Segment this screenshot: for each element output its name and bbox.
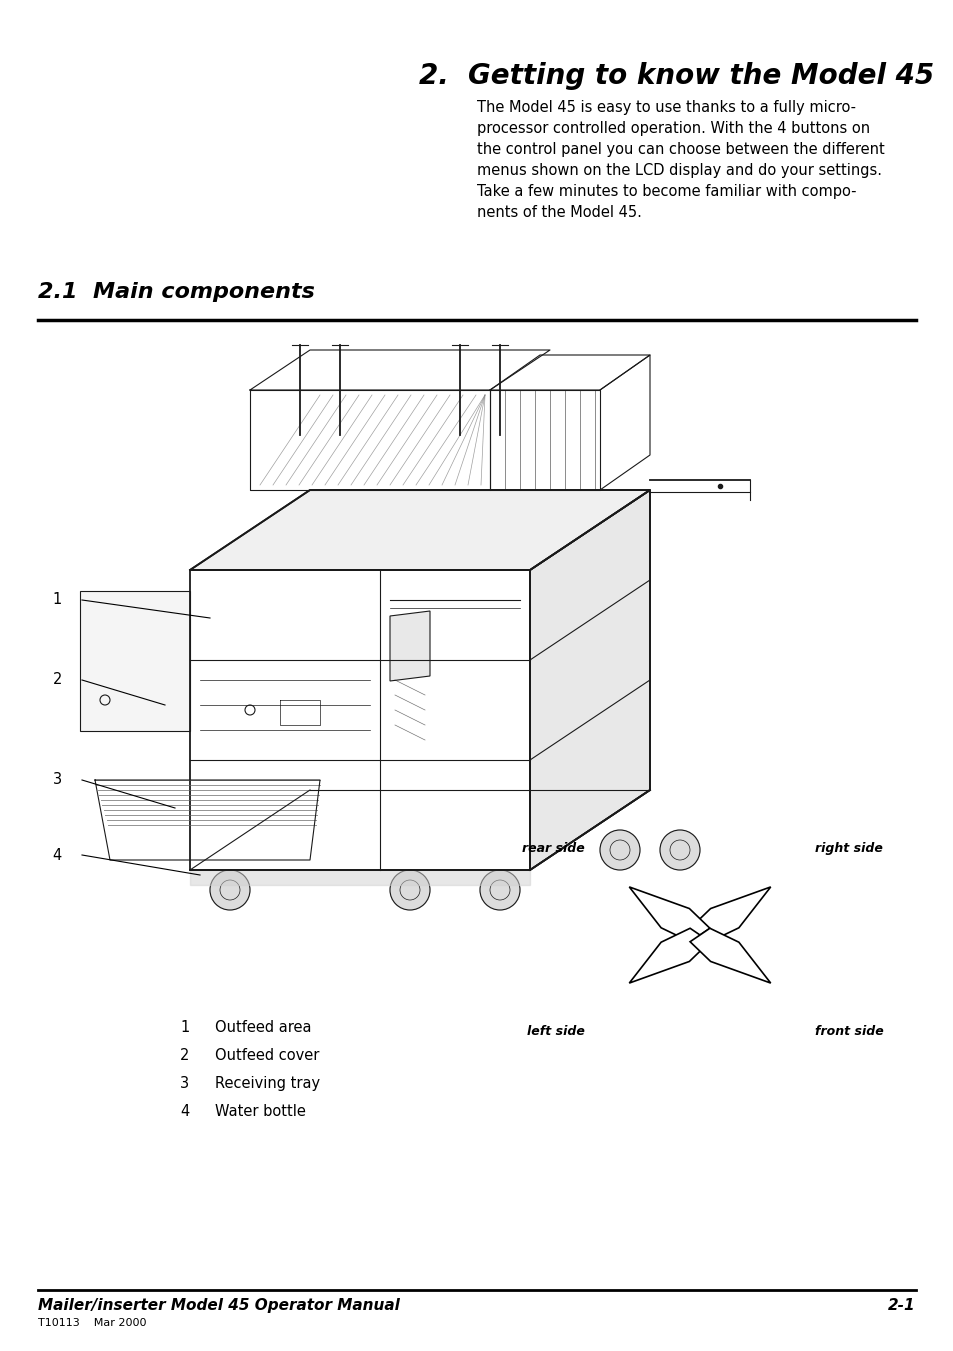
Circle shape — [210, 870, 250, 911]
Polygon shape — [629, 886, 709, 942]
Text: T10113    Mar 2000: T10113 Mar 2000 — [38, 1319, 147, 1328]
Polygon shape — [629, 928, 709, 984]
Text: 2-1: 2-1 — [887, 1298, 915, 1313]
Text: 2.1  Main components: 2.1 Main components — [38, 282, 314, 303]
Text: 4: 4 — [52, 847, 62, 862]
Text: front side: front side — [814, 1025, 882, 1038]
Text: 3: 3 — [180, 1075, 189, 1092]
Text: 1: 1 — [180, 1020, 189, 1035]
Text: 2.  Getting to know the Model 45: 2. Getting to know the Model 45 — [419, 62, 934, 91]
Circle shape — [390, 870, 430, 911]
Text: rear side: rear side — [521, 842, 584, 855]
Text: Outfeed cover: Outfeed cover — [214, 1048, 319, 1063]
Text: 3: 3 — [52, 773, 62, 788]
Text: 2: 2 — [180, 1048, 190, 1063]
Polygon shape — [689, 886, 770, 942]
Text: 1: 1 — [52, 593, 62, 608]
Polygon shape — [530, 490, 649, 870]
Text: right side: right side — [814, 842, 882, 855]
Text: Mailer/inserter Model 45 Operator Manual: Mailer/inserter Model 45 Operator Manual — [38, 1298, 399, 1313]
Text: Water bottle: Water bottle — [214, 1104, 306, 1119]
Circle shape — [659, 830, 700, 870]
Polygon shape — [80, 590, 190, 731]
Polygon shape — [190, 490, 649, 570]
Polygon shape — [689, 928, 770, 984]
Circle shape — [599, 830, 639, 870]
Text: 2: 2 — [52, 673, 62, 688]
Text: The Model 45 is easy to use thanks to a fully micro-
processor controlled operat: The Model 45 is easy to use thanks to a … — [476, 100, 883, 220]
Text: 4: 4 — [180, 1104, 189, 1119]
Circle shape — [479, 870, 519, 911]
Polygon shape — [190, 870, 530, 885]
Text: Outfeed area: Outfeed area — [214, 1020, 312, 1035]
Polygon shape — [390, 611, 430, 681]
Text: left side: left side — [527, 1025, 584, 1038]
Text: Receiving tray: Receiving tray — [214, 1075, 320, 1092]
